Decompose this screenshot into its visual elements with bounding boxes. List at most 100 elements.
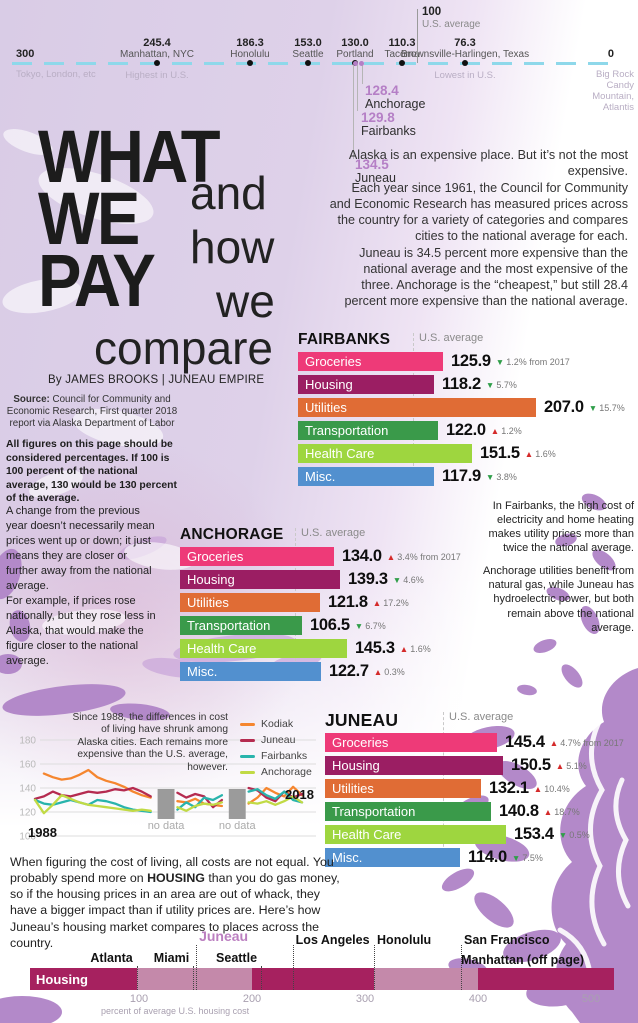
category-bar: Groceries <box>298 352 443 371</box>
change-from-previous-year: 4.7% from 2017 <box>560 737 624 748</box>
legend-swatch-fairbanks <box>240 754 255 758</box>
category-label: Health Care <box>332 827 402 842</box>
headline-line-3: PAY <box>38 239 156 322</box>
side-note-paragraph: Anchorage utilities benefit from natural… <box>482 565 634 634</box>
category-value: 125.9 <box>451 352 491 370</box>
bar-row: Transportation 122.0 ▲ 1.2% <box>298 421 638 440</box>
legend-label: Fairbanks <box>261 750 308 762</box>
up-triangle-icon: ▲ <box>386 551 396 562</box>
category-bar: Utilities <box>325 779 481 798</box>
bar-row: Groceries 134.0 ▲ 3.4% from 2017 <box>180 547 512 566</box>
scale-left-end-value: 300 <box>16 48 35 60</box>
callout-city: Anchorage <box>365 97 426 111</box>
housing-city-label-honolulu: Honolulu <box>377 933 432 947</box>
callout-leader-line <box>353 65 354 159</box>
housing-bar-segment <box>30 968 137 990</box>
category-bar: Transportation <box>325 802 491 821</box>
legend-swatch-anchorage <box>240 770 255 774</box>
scale-city-dot <box>399 60 405 66</box>
bar-chart-title: FAIRBANKS <box>298 331 391 348</box>
scale-right-end-label: Atlantis <box>602 102 634 113</box>
scale-city-sublabel: Lowest in U.S. <box>434 70 496 81</box>
scale-right-end-label: Mountain, <box>592 91 634 102</box>
category-value: 150.5 <box>511 756 551 774</box>
bar-row: Utilities 121.8 ▲ 17.2% <box>180 593 512 612</box>
callout-leader-line <box>357 65 358 111</box>
category-value: 117.9 <box>442 467 481 485</box>
down-triangle-icon: ▼ <box>392 574 402 585</box>
intro-paragraph: Juneau is 34.5 percent more expensive th… <box>344 245 628 308</box>
up-triangle-icon: ▲ <box>533 783 543 794</box>
category-value: 151.5 <box>480 444 520 462</box>
category-label: Health Care <box>305 446 375 461</box>
y-axis-tick-label: 120 <box>19 808 36 819</box>
bar-row: Transportation 140.8 ▲ 18.7% <box>325 802 638 821</box>
change-note-paragraph: A change from the previous year doesn’t … <box>6 505 155 592</box>
up-triangle-icon: ▲ <box>555 760 565 771</box>
change-from-previous-year: 1.6% <box>410 643 431 654</box>
up-triangle-icon: ▲ <box>543 806 553 817</box>
change-from-previous-year: 3.4% from 2017 <box>397 551 461 562</box>
legend-item: Kodiak <box>240 718 312 730</box>
callout-city: Fairbanks <box>361 124 416 138</box>
callout-value: 129.8 <box>361 110 395 125</box>
change-note: A change from the previous year doesn’t … <box>6 504 158 668</box>
housing-bar-segment <box>252 968 374 990</box>
utilities-side-note: In Fairbanks, the high cost of electrici… <box>470 499 634 644</box>
change-from-previous-year: 1.2% from 2017 <box>506 356 570 367</box>
anchorage-bar-chart: ANCHORAGE U.S. average Groceries 134.0 ▲ 3.4%… <box>180 526 512 685</box>
housing-note: When figuring the cost of living, all co… <box>10 854 344 951</box>
housing-city-label-juneau: Juneau <box>199 928 249 944</box>
callout-city: Juneau <box>355 171 397 185</box>
housing-axis-tick-label: 200 <box>242 993 262 1005</box>
housing-axis-tick-label: 100 <box>129 993 149 1005</box>
scale-city-dot <box>462 60 468 66</box>
housing-axis-caption: percent of average U.S. housing cost <box>101 1006 250 1016</box>
category-value: 114.0 <box>468 848 507 866</box>
legend-label: Juneau <box>261 734 296 746</box>
legend-item: Anchorage <box>240 766 312 778</box>
scale-city-label: Manhattan, NYC <box>120 49 194 60</box>
housing-bar-label: Housing <box>36 972 88 987</box>
source-label: Source: <box>13 394 50 405</box>
intro-paragraph: Alaska is an expensive place. But it’s n… <box>348 148 628 178</box>
us-average-axis-label: U.S. average <box>449 711 514 723</box>
housing-city-marker-line <box>136 966 138 990</box>
housing-city-marker-line <box>461 945 463 990</box>
bar-row: Utilities 207.0 ▼ 15.7% <box>298 398 638 417</box>
up-triangle-icon: ▲ <box>399 643 409 654</box>
scale-city-label: Tacoma <box>384 49 420 60</box>
housing-city-label-atlanta: Atlanta <box>90 951 133 965</box>
category-bar: Misc. <box>325 848 460 867</box>
bar-row: Housing 150.5 ▲ 5.1% <box>325 756 638 775</box>
change-from-previous-year: 0.5% <box>569 829 590 840</box>
category-value: 134.0 <box>342 547 382 565</box>
bar-chart-title: ANCHORAGE <box>180 526 284 543</box>
housing-city-label-los-angeles: Los Angeles <box>295 933 370 947</box>
housing-comparison-scale: Housing Atlanta Miami Juneau Seattle Los Ange… <box>0 925 638 1023</box>
housing-bar-segment <box>478 968 614 990</box>
category-value: 132.1 <box>489 779 529 797</box>
down-triangle-icon: ▼ <box>511 852 521 863</box>
category-value: 122.7 <box>329 662 369 680</box>
housing-city-label-miami: Miami <box>153 951 190 965</box>
up-triangle-icon: ▲ <box>524 448 534 459</box>
alaska-city-dot <box>359 61 364 66</box>
bar-row: Housing 118.2 ▼ 5.7% <box>298 375 638 394</box>
category-label: Misc. <box>332 850 363 865</box>
bar-chart-header: JUNEAU U.S. average <box>325 710 638 733</box>
housing-axis-tick-label: 400 <box>468 993 488 1005</box>
y-axis-tick-label: 160 <box>19 760 36 771</box>
category-label: Housing <box>332 758 380 773</box>
down-triangle-icon: ▼ <box>485 379 495 390</box>
cost-history-line-chart: Since 1988, the differences in cost of l… <box>8 703 338 863</box>
bar-row: Transportation 106.5 ▼ 6.7% <box>180 616 512 635</box>
housing-axis-tick-label: 500 <box>581 993 601 1005</box>
category-bar: Housing <box>298 375 434 394</box>
line-chart-canvas: 180 160 140 120 100 no data no data <box>19 736 316 843</box>
scale-city-value: 110.3 <box>388 37 416 49</box>
change-from-previous-year: 0.3% <box>384 666 405 677</box>
category-bar: Housing <box>325 756 503 775</box>
y-axis-tick-label: 140 <box>19 784 36 795</box>
